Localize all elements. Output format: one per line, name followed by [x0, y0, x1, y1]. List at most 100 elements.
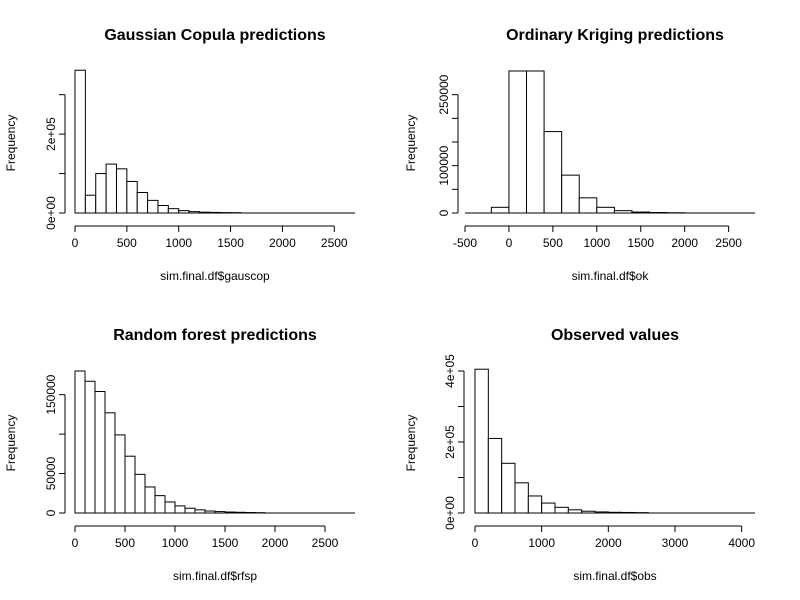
x-tick-label: 1000 — [583, 236, 610, 250]
histogram-bars — [74, 69, 355, 214]
x-tick-label: 0 — [72, 536, 79, 550]
histogram-bars — [474, 368, 755, 514]
panel-ordinary-kriging: Ordinary Kriging predictions sim.final.d… — [404, 27, 755, 283]
y-tick-label: 100000 — [437, 145, 451, 185]
x-tick-label: 2000 — [595, 536, 622, 550]
x-axis-label: sim.final.df$obs — [573, 569, 656, 583]
histogram-bar — [184, 507, 196, 514]
axes: 0 500 1000 1500 2000 2500 0 50000 150000 — [44, 374, 339, 550]
plot-title: Observed values — [551, 327, 679, 344]
histogram-bar — [198, 211, 211, 214]
x-tick-label: 500 — [115, 536, 135, 550]
histogram-bar — [84, 194, 97, 214]
histogram-bar — [104, 412, 116, 514]
x-tick-label: 4000 — [728, 536, 755, 550]
x-tick-label: 1000 — [165, 236, 192, 250]
histogram-bar — [613, 210, 633, 214]
plot-title: Gaussian Copula predictions — [104, 27, 325, 44]
x-tick-label: 1500 — [212, 536, 239, 550]
x-tick-label: 1500 — [627, 236, 654, 250]
histogram-bar — [115, 168, 128, 214]
histogram-bar — [204, 510, 216, 514]
histogram-bar — [214, 511, 226, 514]
histogram-bar — [157, 205, 169, 214]
histogram-bar — [114, 434, 126, 514]
histogram-bar — [134, 473, 146, 514]
x-tick-label: 0 — [506, 236, 513, 250]
histogram-bar — [596, 206, 615, 214]
histogram-bars — [465, 70, 755, 214]
histogram-bar — [514, 482, 529, 514]
x-tick-label: -500 — [453, 236, 477, 250]
x-tick-label: 1500 — [217, 236, 244, 250]
histogram-bar — [501, 462, 516, 514]
histogram-bar — [84, 380, 96, 514]
x-tick-label: 1000 — [162, 536, 189, 550]
axes: 0 1000 2000 3000 4000 0e+00 2e+05 4e+05 — [443, 354, 755, 550]
x-tick-label: 500 — [543, 236, 563, 250]
histogram-bar — [621, 511, 636, 514]
histogram-bar — [543, 131, 563, 214]
histogram-bars — [74, 370, 355, 514]
histogram-bar — [209, 211, 221, 214]
histogram-bar — [74, 69, 86, 214]
plot-title: Random forest predictions — [113, 327, 317, 344]
histogram-bar — [194, 509, 206, 514]
x-tick-label: 2000 — [262, 536, 289, 550]
histogram-bar — [567, 509, 583, 514]
x-tick-label: 500 — [117, 236, 137, 250]
y-tick-label: 150000 — [44, 374, 58, 414]
y-axis-label: Frequency — [4, 115, 18, 172]
histogram-bar — [578, 197, 598, 214]
y-tick-label: 0 — [437, 209, 451, 216]
y-tick-label: 0e+00 — [443, 496, 457, 530]
histogram-bar — [124, 455, 136, 514]
y-tick-label: 2e+05 — [44, 117, 58, 151]
x-tick-label: 3000 — [662, 536, 689, 550]
histogram-bar — [144, 486, 156, 514]
y-axis-label: Frequency — [4, 415, 18, 472]
histogram-bar — [74, 370, 86, 514]
histogram-bar — [147, 199, 159, 214]
y-tick-label: 250000 — [437, 74, 451, 114]
x-tick-label: 2500 — [715, 236, 742, 250]
x-tick-label: 0 — [472, 536, 479, 550]
y-tick-label: 0 — [44, 509, 58, 516]
histogram-bar — [474, 368, 489, 514]
x-axis-label: sim.final.df$rfsp — [173, 569, 257, 583]
x-tick-label: 0 — [72, 236, 79, 250]
y-tick-label: 0e+00 — [44, 196, 58, 230]
histogram-bar — [554, 506, 569, 514]
histogram-bar — [581, 510, 596, 514]
y-axis-label: Frequency — [404, 115, 418, 172]
y-tick-label: 2e+05 — [443, 425, 457, 459]
histogram-bar — [154, 495, 166, 514]
histogram-bar — [136, 191, 149, 214]
x-axis-label: sim.final.df$gauscop — [160, 269, 270, 283]
histogram-bar — [594, 511, 609, 514]
histogram-bar — [490, 206, 510, 214]
x-tick-label: 2000 — [269, 236, 296, 250]
histogram-bar — [178, 210, 190, 214]
histogram-bar — [95, 173, 107, 214]
x-tick-label: 1000 — [528, 536, 555, 550]
histogram-bar — [164, 501, 176, 514]
histogram-bar — [561, 174, 580, 214]
histogram-bar — [174, 505, 186, 514]
histogram-bar — [607, 511, 623, 514]
x-tick-label: 2500 — [312, 536, 339, 550]
histogram-bar — [105, 163, 117, 214]
histogram-bar — [94, 391, 106, 514]
y-axis-label: Frequency — [404, 415, 418, 472]
panel-observed-values: Observed values sim.final.df$obs Frequen… — [404, 327, 755, 583]
axes: 0 500 1000 1500 2000 2500 0e+00 2e+05 — [44, 94, 348, 250]
x-tick-label: 2000 — [671, 236, 698, 250]
x-axis-label: sim.final.df$ok — [572, 269, 650, 283]
histogram-bar — [188, 211, 200, 214]
histogram-bar — [527, 495, 543, 514]
histogram-bar — [526, 70, 545, 214]
axes: -500 0 500 1000 1500 2000 2500 0 100000 250000 — [437, 74, 742, 250]
plot-title: Ordinary Kriging predictions — [506, 27, 724, 44]
histogram-bar — [234, 511, 246, 514]
